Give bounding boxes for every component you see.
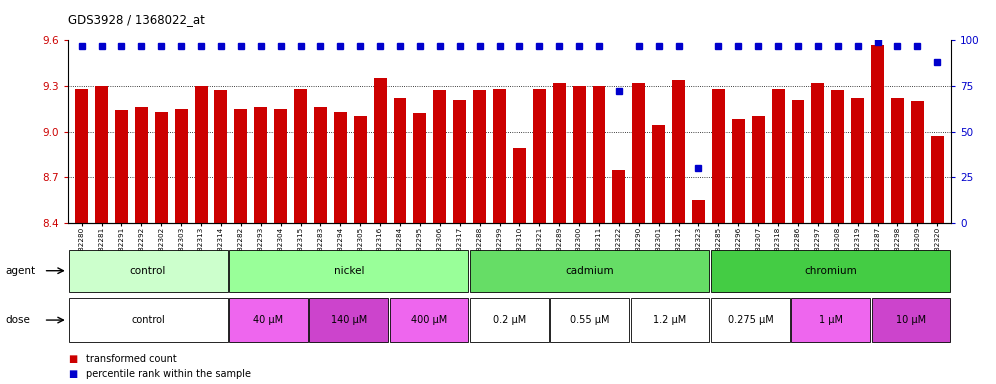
- Text: control: control: [129, 266, 166, 276]
- Bar: [314, 107, 327, 223]
- Bar: [593, 86, 606, 223]
- Text: agent: agent: [5, 266, 35, 276]
- Bar: [229, 250, 468, 292]
- Text: 0.2 μM: 0.2 μM: [493, 315, 526, 325]
- Bar: [334, 112, 347, 223]
- Bar: [652, 126, 665, 223]
- Text: dose: dose: [5, 315, 30, 325]
- Bar: [812, 83, 825, 223]
- Text: 0.275 μM: 0.275 μM: [727, 315, 773, 325]
- Text: GDS3928 / 1368022_at: GDS3928 / 1368022_at: [68, 13, 204, 26]
- Bar: [234, 109, 247, 223]
- Bar: [792, 99, 805, 223]
- Bar: [413, 113, 426, 223]
- Bar: [911, 101, 924, 223]
- Text: 400 μM: 400 μM: [411, 315, 447, 325]
- Bar: [931, 136, 944, 223]
- Bar: [229, 298, 308, 342]
- Bar: [294, 89, 307, 223]
- Bar: [752, 116, 765, 223]
- Text: chromium: chromium: [805, 266, 858, 276]
- Bar: [473, 91, 486, 223]
- Text: cadmium: cadmium: [566, 266, 615, 276]
- Text: 140 μM: 140 μM: [331, 315, 367, 325]
- Bar: [310, 298, 388, 342]
- Bar: [374, 78, 386, 223]
- Bar: [95, 86, 108, 223]
- Text: 1.2 μM: 1.2 μM: [653, 315, 686, 325]
- Bar: [453, 99, 466, 223]
- Bar: [632, 83, 645, 223]
- Bar: [354, 116, 367, 223]
- Text: transformed count: transformed count: [86, 354, 176, 364]
- Bar: [872, 298, 950, 342]
- Bar: [69, 298, 227, 342]
- Bar: [433, 91, 446, 223]
- Text: percentile rank within the sample: percentile rank within the sample: [86, 369, 251, 379]
- Bar: [711, 250, 950, 292]
- Text: 1 μM: 1 μM: [819, 315, 843, 325]
- Bar: [553, 83, 566, 223]
- Bar: [732, 119, 745, 223]
- Bar: [470, 298, 549, 342]
- Bar: [672, 80, 685, 223]
- Bar: [711, 298, 790, 342]
- Bar: [174, 109, 187, 223]
- Text: 40 μM: 40 μM: [253, 315, 284, 325]
- Bar: [194, 86, 207, 223]
- Text: ■: ■: [68, 354, 77, 364]
- Bar: [134, 107, 147, 223]
- Bar: [832, 91, 845, 223]
- Bar: [115, 110, 127, 223]
- Text: ■: ■: [68, 369, 77, 379]
- Text: control: control: [131, 315, 165, 325]
- Bar: [792, 298, 871, 342]
- Bar: [389, 298, 468, 342]
- Bar: [254, 107, 267, 223]
- Bar: [393, 98, 406, 223]
- Bar: [154, 112, 167, 223]
- Text: 10 μM: 10 μM: [896, 315, 926, 325]
- Bar: [75, 89, 88, 223]
- Bar: [891, 98, 904, 223]
- Bar: [513, 148, 526, 223]
- Bar: [772, 89, 785, 223]
- Bar: [69, 250, 227, 292]
- Bar: [573, 86, 586, 223]
- Bar: [551, 298, 629, 342]
- Text: nickel: nickel: [334, 266, 365, 276]
- Bar: [493, 89, 506, 223]
- Bar: [692, 200, 705, 223]
- Bar: [712, 89, 725, 223]
- Bar: [274, 109, 287, 223]
- Bar: [613, 169, 625, 223]
- Bar: [630, 298, 709, 342]
- Bar: [214, 91, 227, 223]
- Bar: [852, 98, 865, 223]
- Text: 0.55 μM: 0.55 μM: [570, 315, 610, 325]
- Bar: [872, 45, 884, 223]
- Bar: [470, 250, 709, 292]
- Bar: [533, 89, 546, 223]
